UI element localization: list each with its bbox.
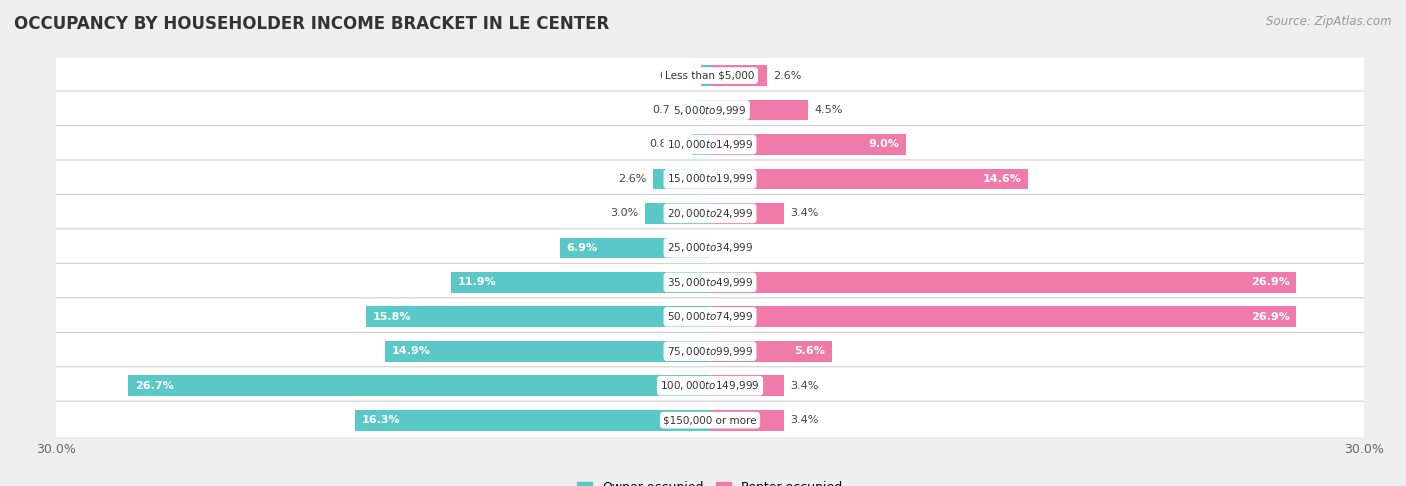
Bar: [644, 203, 710, 224]
Bar: [710, 100, 808, 121]
Text: 26.9%: 26.9%: [1251, 278, 1289, 287]
FancyBboxPatch shape: [44, 332, 1376, 370]
Bar: [451, 272, 710, 293]
Bar: [366, 307, 710, 327]
Text: $75,000 to $99,999: $75,000 to $99,999: [666, 345, 754, 358]
Bar: [710, 169, 1028, 189]
Bar: [710, 341, 832, 362]
Text: 11.9%: 11.9%: [457, 278, 496, 287]
Text: 2.6%: 2.6%: [773, 70, 801, 81]
Bar: [654, 169, 710, 189]
Bar: [710, 307, 1296, 327]
Bar: [695, 100, 710, 121]
FancyBboxPatch shape: [44, 229, 1376, 267]
Text: $10,000 to $14,999: $10,000 to $14,999: [666, 138, 754, 151]
Legend: Owner-occupied, Renter-occupied: Owner-occupied, Renter-occupied: [572, 476, 848, 486]
Bar: [710, 65, 766, 86]
FancyBboxPatch shape: [44, 194, 1376, 232]
FancyBboxPatch shape: [44, 160, 1376, 198]
Text: 6.9%: 6.9%: [567, 243, 598, 253]
Text: 4.5%: 4.5%: [814, 105, 844, 115]
Bar: [700, 65, 710, 86]
Text: 0.85%: 0.85%: [650, 139, 685, 150]
Bar: [560, 238, 710, 258]
FancyBboxPatch shape: [44, 91, 1376, 129]
FancyBboxPatch shape: [44, 125, 1376, 163]
Text: 15.8%: 15.8%: [373, 312, 411, 322]
Text: Less than $5,000: Less than $5,000: [665, 70, 755, 81]
Text: 3.4%: 3.4%: [790, 415, 820, 425]
FancyBboxPatch shape: [44, 367, 1376, 405]
Text: Source: ZipAtlas.com: Source: ZipAtlas.com: [1267, 15, 1392, 28]
Text: OCCUPANCY BY HOUSEHOLDER INCOME BRACKET IN LE CENTER: OCCUPANCY BY HOUSEHOLDER INCOME BRACKET …: [14, 15, 609, 33]
Text: 0.0%: 0.0%: [717, 243, 745, 253]
Text: $150,000 or more: $150,000 or more: [664, 415, 756, 425]
Text: 3.0%: 3.0%: [610, 208, 638, 218]
Bar: [710, 375, 785, 396]
FancyBboxPatch shape: [44, 298, 1376, 336]
Bar: [128, 375, 710, 396]
Text: $15,000 to $19,999: $15,000 to $19,999: [666, 173, 754, 186]
Bar: [710, 272, 1296, 293]
Bar: [692, 134, 710, 155]
Bar: [385, 341, 710, 362]
FancyBboxPatch shape: [44, 56, 1376, 94]
Text: 0.71%: 0.71%: [652, 105, 688, 115]
Text: 3.4%: 3.4%: [790, 208, 820, 218]
Text: $25,000 to $34,999: $25,000 to $34,999: [666, 242, 754, 254]
Text: 14.6%: 14.6%: [983, 174, 1022, 184]
Text: $20,000 to $24,999: $20,000 to $24,999: [666, 207, 754, 220]
FancyBboxPatch shape: [44, 263, 1376, 301]
Bar: [354, 410, 710, 431]
Text: 14.9%: 14.9%: [392, 346, 430, 356]
Bar: [710, 203, 785, 224]
Text: $100,000 to $149,999: $100,000 to $149,999: [661, 379, 759, 392]
Text: $5,000 to $9,999: $5,000 to $9,999: [673, 104, 747, 117]
FancyBboxPatch shape: [44, 401, 1376, 439]
Text: 5.6%: 5.6%: [794, 346, 825, 356]
Bar: [710, 410, 785, 431]
Text: 9.0%: 9.0%: [869, 139, 900, 150]
Text: 16.3%: 16.3%: [361, 415, 399, 425]
Text: 26.9%: 26.9%: [1251, 312, 1289, 322]
Text: 2.6%: 2.6%: [619, 174, 647, 184]
Text: 3.4%: 3.4%: [790, 381, 820, 391]
Bar: [710, 134, 905, 155]
Text: 0.42%: 0.42%: [659, 70, 695, 81]
Text: 26.7%: 26.7%: [135, 381, 173, 391]
Text: $50,000 to $74,999: $50,000 to $74,999: [666, 310, 754, 323]
Text: $35,000 to $49,999: $35,000 to $49,999: [666, 276, 754, 289]
